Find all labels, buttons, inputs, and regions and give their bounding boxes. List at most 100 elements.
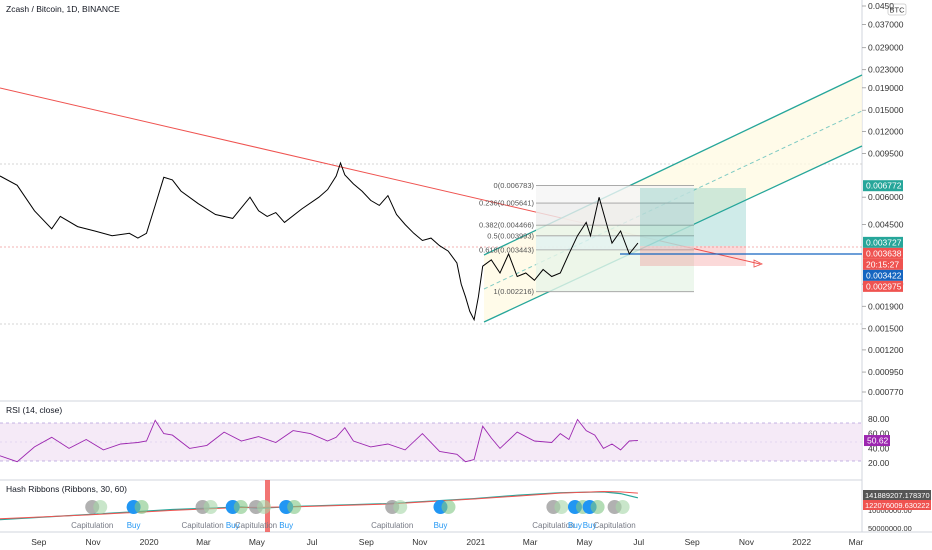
hash-tick-label: 50000000.00 bbox=[868, 524, 912, 533]
ribbon-marker-shadow bbox=[134, 500, 149, 514]
hash-slow-line bbox=[0, 490, 638, 520]
rsi-axis: 80.00 60.00 40.00 20.00 bbox=[868, 414, 890, 468]
fib-level-label: 0.236(0.005641) bbox=[479, 199, 535, 208]
capitulation-label: Capitulation bbox=[532, 521, 574, 530]
long-position-profit-zone[interactable] bbox=[640, 188, 746, 246]
price-tick-label: 0.000950 bbox=[868, 367, 904, 377]
ribbon-marker-shadow bbox=[93, 500, 108, 514]
hash-value-tag bbox=[863, 490, 931, 500]
time-tick-label: Nov bbox=[86, 537, 102, 547]
price-tick-label: 0.000770 bbox=[868, 387, 904, 397]
fib-zone bbox=[536, 203, 694, 226]
time-tick-label: Sep bbox=[31, 537, 46, 547]
rsi-current-tag bbox=[864, 435, 890, 447]
fib-level-label: 1(0.002216) bbox=[494, 287, 535, 296]
ribbon-marker-shadow bbox=[203, 500, 218, 514]
price-tick-label: 0.006000 bbox=[868, 192, 904, 202]
buy-label: Buy bbox=[568, 521, 582, 530]
ribbon-marker-shadow bbox=[441, 500, 456, 514]
capitulation-label: Capitulation bbox=[371, 521, 413, 530]
price-tick-label: 0.0450 bbox=[868, 1, 894, 11]
price-tag-label: 0.003727 bbox=[866, 237, 902, 247]
buy-label: Buy bbox=[279, 521, 293, 530]
rsi-tick-label: 20.00 bbox=[868, 458, 890, 468]
hash-ribbon-markers bbox=[85, 500, 630, 514]
ribbon-marker-shadow bbox=[554, 500, 569, 514]
fib-zone bbox=[536, 249, 694, 292]
buy-label: Buy bbox=[127, 521, 141, 530]
ribbon-marker-shadow bbox=[393, 500, 408, 514]
rsi-title: RSI (14, close) bbox=[6, 405, 62, 415]
price-tick-label: 0.019000 bbox=[868, 83, 904, 93]
hash-ribbons-title: Hash Ribbons (Ribbons, 30, 60) bbox=[6, 484, 127, 494]
time-tick-label: Jul bbox=[307, 537, 318, 547]
trendline-arrow bbox=[753, 259, 763, 268]
price-tick-label: 0.001900 bbox=[868, 301, 904, 311]
ribbon-marker-shadow bbox=[257, 500, 272, 514]
price-tags: 0.006772 0.0037270.00363820:15:270.003422… bbox=[863, 180, 903, 292]
currency-badge-box bbox=[887, 3, 907, 16]
hash-ribbon-annotations: Capitulation Buy Capitulation BuyCapitulati… bbox=[71, 521, 636, 530]
buy-label: Buy bbox=[583, 521, 597, 530]
fib-zone bbox=[536, 185, 694, 204]
time-tick-label: Mar bbox=[523, 537, 538, 547]
time-tick-label: 2020 bbox=[140, 537, 159, 547]
hash-value-label: 141889207.178370 bbox=[865, 491, 930, 500]
ribbon-marker-shadow bbox=[233, 500, 248, 514]
price-tick-label: 0.023000 bbox=[868, 65, 904, 75]
time-tick-label: Nov bbox=[739, 537, 755, 547]
time-tick-label: May bbox=[576, 537, 593, 547]
fib-level-label: 0.618(0.003443) bbox=[479, 245, 535, 254]
price-tick-label: 0.015000 bbox=[868, 105, 904, 115]
price-series-line bbox=[0, 161, 639, 322]
capitulation-label: Capitulation bbox=[71, 521, 113, 530]
ribbon-marker-shadow bbox=[590, 500, 605, 514]
time-tick-label: 2022 bbox=[792, 537, 811, 547]
price-tick-label: 0.004500 bbox=[868, 219, 904, 229]
price-tag-label: 0.003422 bbox=[866, 270, 902, 280]
long-position-stop-zone[interactable] bbox=[640, 246, 746, 266]
fib-level-label: 0(0.006783) bbox=[494, 181, 535, 190]
price-tick-label: 0.001200 bbox=[868, 345, 904, 355]
price-tag-box bbox=[863, 247, 903, 259]
rsi-tick-label: 60.00 bbox=[868, 429, 890, 439]
time-tick-label: Sep bbox=[359, 537, 374, 547]
price-tag-box bbox=[863, 180, 903, 192]
ribbon-marker-shadow bbox=[287, 500, 302, 514]
price-tag-box bbox=[863, 236, 903, 248]
fib-level-label: 0.5(0.003993) bbox=[487, 231, 534, 240]
price-tag-label: 0.002975 bbox=[866, 281, 902, 291]
time-tick-label: Mar bbox=[196, 537, 211, 547]
chart-title: Zcash / Bitcoin, 1D, BINANCE bbox=[6, 4, 120, 14]
price-tag-box bbox=[863, 269, 903, 281]
price-tag-label: 0.006772 bbox=[866, 181, 902, 191]
fib-level-label: 0.382(0.004466) bbox=[479, 221, 535, 230]
hash-value-label: 122076009.630222 bbox=[865, 501, 930, 510]
rsi-tick-label: 40.00 bbox=[868, 443, 890, 453]
hash-value-tag bbox=[863, 500, 931, 510]
time-tick-label: Jul bbox=[633, 537, 644, 547]
price-tag-box bbox=[863, 280, 903, 292]
price-tick-label: 0.029000 bbox=[868, 43, 904, 53]
time-tick-label: Mar bbox=[849, 537, 864, 547]
capitulation-label: Capitulation bbox=[181, 521, 223, 530]
price-tick-label: 0.037000 bbox=[868, 20, 904, 30]
price-tick-label: 0.012000 bbox=[868, 126, 904, 136]
hash-axis: 10000000.00 50000000.00 bbox=[868, 506, 912, 533]
time-tick-label: Sep bbox=[685, 537, 700, 547]
time-axis[interactable]: Sep Nov 2020 Mar May Jul Sep Nov 2021 Mar May Jul Se… bbox=[31, 537, 863, 547]
buy-label: Buy bbox=[226, 521, 240, 530]
currency-badge: BTC bbox=[890, 6, 906, 15]
price-tick-label: 0.001500 bbox=[868, 324, 904, 334]
time-tick-label: 2021 bbox=[466, 537, 485, 547]
price-tick-label: 0.009500 bbox=[868, 149, 904, 159]
price-tag-box bbox=[863, 258, 903, 270]
fibonacci-retracement[interactable]: 0(0.006783) 0.236(0.005641) 0.382(0.004466… bbox=[479, 181, 694, 296]
capitulation-label: Capitulation bbox=[235, 521, 277, 530]
time-tick-label: Nov bbox=[412, 537, 428, 547]
price-tag-label: 20:15:27 bbox=[866, 259, 899, 269]
rsi-current-label: 50.62 bbox=[867, 436, 889, 446]
fib-zone bbox=[536, 225, 694, 236]
